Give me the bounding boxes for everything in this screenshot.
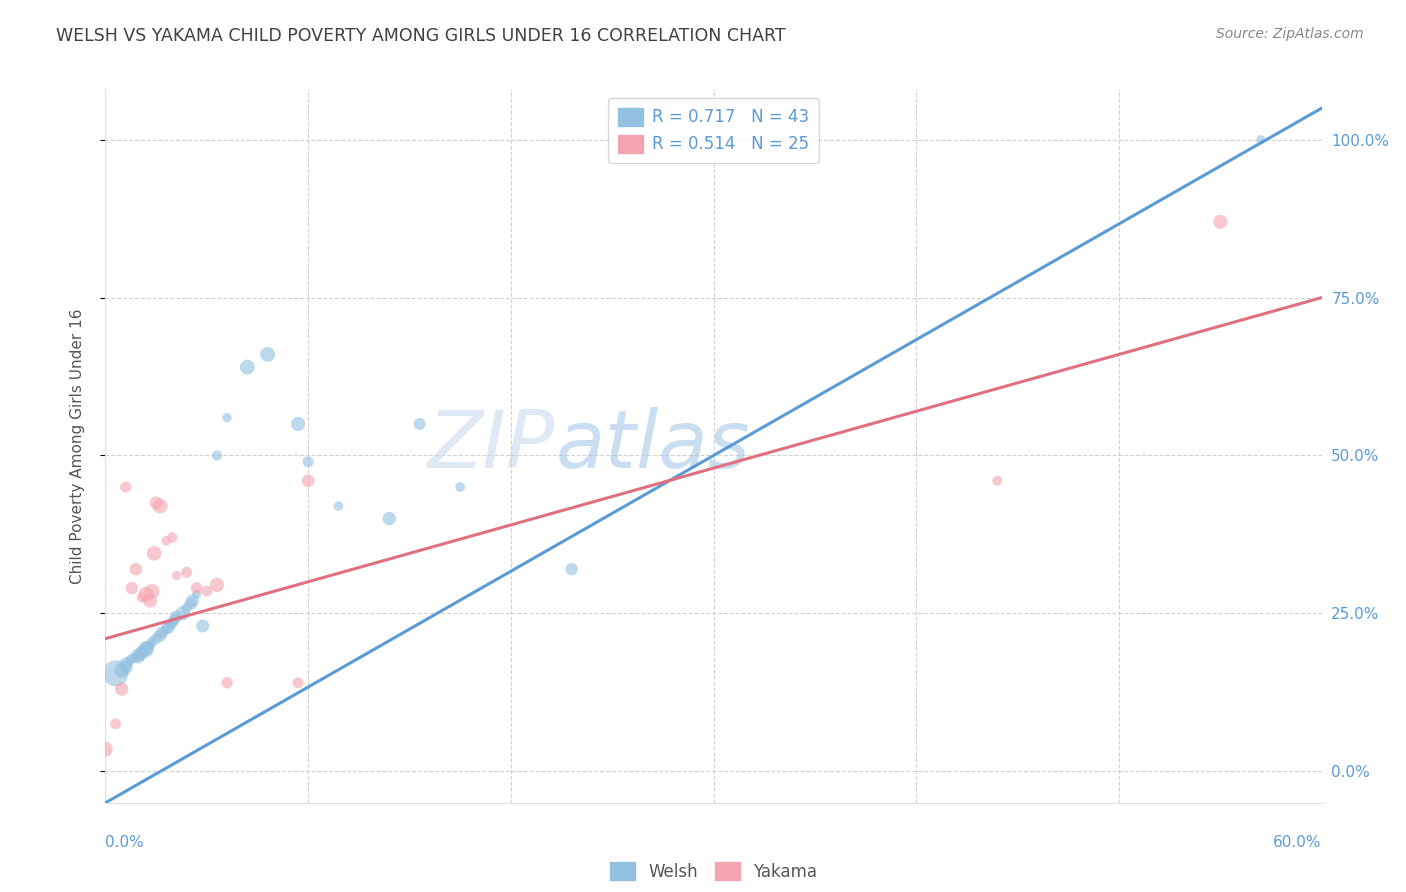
Point — [561, 562, 583, 576]
Point — [163, 613, 186, 627]
Text: atlas: atlas — [555, 407, 751, 485]
Point — [104, 666, 127, 681]
Point — [132, 644, 155, 658]
Point — [114, 480, 136, 494]
Point — [217, 675, 239, 690]
Point — [141, 584, 163, 599]
Point — [135, 641, 157, 656]
Point — [165, 568, 187, 582]
Point — [176, 566, 198, 580]
Point — [111, 663, 134, 677]
Point — [131, 646, 153, 660]
Point — [111, 682, 134, 697]
Point — [162, 615, 184, 630]
Point — [236, 360, 259, 375]
Point — [1209, 215, 1232, 229]
Point — [205, 449, 228, 463]
Point — [205, 578, 228, 592]
Point — [118, 654, 141, 668]
Point — [181, 593, 204, 607]
Point — [114, 660, 136, 674]
Text: WELSH VS YAKAMA CHILD POVERTY AMONG GIRLS UNDER 16 CORRELATION CHART: WELSH VS YAKAMA CHILD POVERTY AMONG GIRL… — [56, 27, 786, 45]
Point — [139, 638, 162, 652]
Text: 0.0%: 0.0% — [105, 836, 145, 850]
Point — [125, 650, 148, 665]
Point — [186, 587, 208, 601]
Point — [131, 591, 153, 605]
Point — [162, 531, 184, 545]
Point — [104, 717, 127, 731]
Point — [1250, 133, 1272, 147]
Point — [150, 625, 173, 640]
Point — [127, 649, 149, 664]
Point — [378, 511, 401, 525]
Point — [141, 634, 163, 648]
Point — [256, 347, 278, 361]
Point — [328, 499, 350, 513]
Point — [408, 417, 430, 431]
Point — [149, 628, 172, 642]
Point — [180, 597, 202, 611]
Point — [157, 620, 180, 634]
Text: ZIP: ZIP — [427, 407, 555, 485]
Point — [145, 496, 167, 510]
Point — [94, 742, 117, 756]
Point — [186, 581, 208, 595]
Point — [135, 643, 157, 657]
Point — [297, 455, 319, 469]
Point — [155, 533, 177, 548]
Point — [297, 474, 319, 488]
Point — [191, 619, 214, 633]
Point — [217, 410, 239, 425]
Point — [287, 675, 309, 690]
Point — [121, 652, 143, 666]
Point — [195, 584, 218, 599]
Point — [159, 617, 181, 632]
Point — [136, 639, 159, 653]
Point — [145, 632, 167, 646]
Point — [114, 657, 136, 671]
Point — [135, 587, 157, 601]
Point — [172, 607, 194, 621]
Point — [143, 546, 166, 560]
Text: Source: ZipAtlas.com: Source: ZipAtlas.com — [1216, 27, 1364, 41]
Point — [121, 581, 143, 595]
Point — [139, 593, 162, 607]
Point — [165, 609, 187, 624]
Point — [449, 480, 471, 494]
Point — [986, 474, 1008, 488]
Text: 60.0%: 60.0% — [1274, 836, 1322, 850]
Y-axis label: Child Poverty Among Girls Under 16: Child Poverty Among Girls Under 16 — [70, 309, 84, 583]
Point — [155, 622, 177, 636]
Point — [287, 417, 309, 431]
Point — [149, 499, 172, 513]
Point — [176, 601, 198, 615]
Legend: Welsh, Yakama: Welsh, Yakama — [603, 855, 824, 888]
Point — [125, 562, 148, 576]
Point — [129, 648, 152, 662]
